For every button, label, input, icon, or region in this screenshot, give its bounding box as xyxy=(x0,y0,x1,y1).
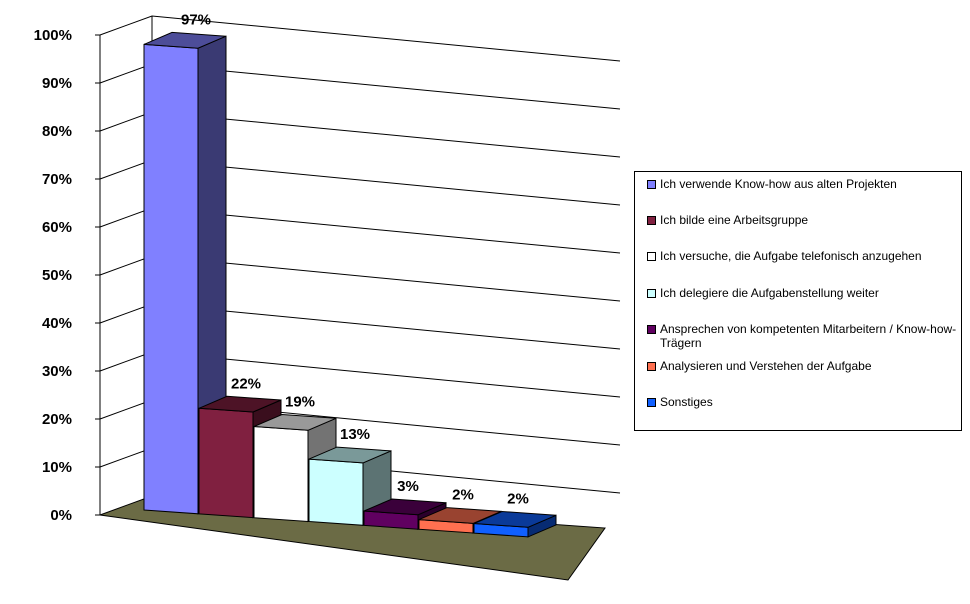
y-tick-label: 0% xyxy=(50,507,72,524)
bar-top xyxy=(253,413,337,431)
legend-label: Ich bilde eine Arbeitsgruppe xyxy=(660,213,809,227)
data-label: 19% xyxy=(285,394,315,411)
legend-swatch xyxy=(647,325,656,334)
y-tick-label: 100% xyxy=(34,27,72,44)
legend-label: Ich verwende Know-how aus alten Projekte… xyxy=(660,177,897,191)
y-tick-label: 50% xyxy=(42,267,72,284)
y-tick-label: 10% xyxy=(42,459,72,476)
bar xyxy=(143,31,227,515)
legend-swatch xyxy=(647,216,656,225)
data-label: 2% xyxy=(507,491,529,508)
legend-label: Analysieren und Verstehen der Aufgabe xyxy=(660,359,872,373)
bar-top xyxy=(363,498,447,516)
legend-label: Ich delegiere die Aufgabenstellung weite… xyxy=(660,286,879,300)
chart-floor xyxy=(99,495,606,581)
legend-swatch xyxy=(647,362,656,371)
legend-item: Ich verwende Know-how aus alten Projekte… xyxy=(647,177,957,191)
legend-swatch xyxy=(647,180,656,189)
legend-swatch xyxy=(647,398,656,407)
data-label: 2% xyxy=(452,487,474,504)
bar-front xyxy=(308,458,364,526)
y-tick-label: 60% xyxy=(42,219,72,236)
legend-label: Sonstiges xyxy=(660,395,713,409)
gridline xyxy=(99,15,621,62)
y-tick-label: 80% xyxy=(42,123,72,140)
bar-top xyxy=(198,395,282,413)
y-tick-label: 30% xyxy=(42,363,72,380)
bar-front xyxy=(253,425,309,523)
legend-item: Ich bilde eine Arbeitsgruppe xyxy=(647,213,957,227)
legend-item: Ich versuche, die Aufgabe telefonisch an… xyxy=(647,249,957,263)
y-tick-label: 20% xyxy=(42,411,72,428)
data-label: 3% xyxy=(397,478,419,495)
data-label: 97% xyxy=(181,11,211,28)
legend: Ich verwende Know-how aus alten Projekte… xyxy=(634,171,962,431)
y-tick-label: 90% xyxy=(42,75,72,92)
legend-item: Ansprechen von kompetenten Mitarbeitern … xyxy=(647,322,957,350)
y-tick-label: 40% xyxy=(42,315,72,332)
bar-top xyxy=(308,446,392,464)
legend-label: Ich versuche, die Aufgabe telefonisch an… xyxy=(660,249,922,263)
bar-front xyxy=(198,407,254,519)
legend-label: Ansprechen von kompetenten Mitarbeitern … xyxy=(660,322,957,350)
legend-swatch xyxy=(647,289,656,298)
legend-item: Analysieren und Verstehen der Aufgabe xyxy=(647,359,957,373)
legend-item: Ich delegiere die Aufgabenstellung weite… xyxy=(647,286,957,300)
bar-front xyxy=(143,43,199,515)
data-label: 22% xyxy=(231,375,261,392)
data-label: 13% xyxy=(340,426,370,443)
bar-top xyxy=(473,510,557,528)
legend-item: Sonstiges xyxy=(647,395,957,409)
bar-top xyxy=(143,31,227,49)
y-tick-label: 70% xyxy=(42,171,72,188)
bar xyxy=(473,510,557,538)
legend-swatch xyxy=(647,252,656,261)
